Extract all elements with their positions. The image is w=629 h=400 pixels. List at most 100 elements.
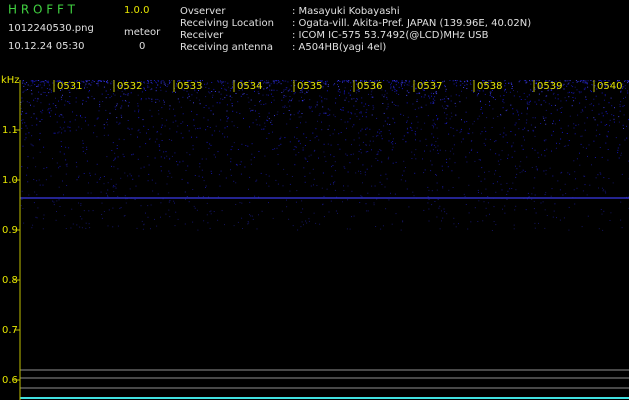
noise-dot bbox=[484, 93, 486, 95]
noise-dot bbox=[590, 90, 592, 92]
noise-dot bbox=[314, 137, 316, 139]
noise-dot bbox=[222, 85, 224, 86]
noise-dot bbox=[46, 167, 48, 169]
noise-dot bbox=[469, 152, 470, 154]
noise-dot bbox=[96, 83, 98, 85]
noise-dot bbox=[155, 90, 157, 92]
noise-dot bbox=[244, 166, 246, 168]
noise-dot bbox=[489, 139, 491, 140]
noise-dot bbox=[574, 97, 576, 99]
noise-dot bbox=[402, 220, 404, 222]
noise-dot bbox=[63, 127, 65, 129]
noise-dot bbox=[112, 186, 114, 188]
noise-dot bbox=[185, 198, 186, 200]
noise-dot bbox=[627, 82, 628, 84]
noise-dot bbox=[534, 194, 536, 196]
noise-dot bbox=[511, 85, 513, 87]
noise-dot bbox=[453, 144, 455, 146]
noise-dot bbox=[487, 196, 489, 197]
noise-dot bbox=[294, 136, 295, 138]
noise-dot bbox=[101, 214, 103, 215]
noise-dot bbox=[161, 124, 163, 126]
noise-dot bbox=[208, 87, 210, 89]
noise-dot bbox=[291, 90, 293, 92]
noise-dot bbox=[565, 100, 567, 102]
noise-dot bbox=[446, 213, 448, 215]
noise-dot bbox=[543, 117, 545, 119]
noise-dot bbox=[274, 115, 275, 117]
noise-dot bbox=[33, 105, 35, 107]
noise-dot bbox=[88, 80, 90, 81]
noise-dot bbox=[192, 189, 194, 190]
noise-dot bbox=[516, 168, 518, 170]
noise-dot bbox=[510, 131, 512, 132]
noise-dot bbox=[240, 84, 242, 85]
noise-dot bbox=[449, 158, 451, 160]
noise-dot bbox=[113, 185, 115, 187]
noise-dot bbox=[36, 180, 38, 182]
noise-dot bbox=[567, 92, 569, 94]
noise-dot bbox=[304, 93, 306, 95]
noise-dot bbox=[26, 127, 28, 129]
noise-dot bbox=[99, 106, 101, 108]
noise-dot bbox=[406, 128, 408, 130]
noise-dot bbox=[583, 88, 585, 90]
noise-dot bbox=[337, 212, 338, 214]
noise-dot bbox=[279, 138, 281, 140]
noise-dot bbox=[247, 145, 249, 147]
noise-dot bbox=[530, 124, 532, 126]
noise-dot bbox=[304, 181, 306, 183]
noise-dot bbox=[25, 133, 27, 135]
noise-dot bbox=[130, 134, 132, 136]
noise-dot bbox=[447, 166, 449, 168]
noise-dot bbox=[36, 124, 38, 126]
noise-dot bbox=[80, 115, 81, 116]
noise-dot bbox=[208, 196, 209, 198]
noise-dot bbox=[547, 90, 549, 92]
noise-dot bbox=[32, 157, 34, 159]
noise-dot bbox=[431, 95, 432, 97]
noise-dot bbox=[33, 80, 35, 82]
noise-dot bbox=[37, 98, 39, 100]
noise-dot bbox=[598, 113, 600, 115]
noise-dot bbox=[74, 80, 76, 82]
noise-dot bbox=[106, 82, 108, 83]
noise-dot bbox=[591, 109, 593, 111]
noise-dot bbox=[217, 219, 219, 221]
noise-dot bbox=[534, 88, 536, 90]
noise-dot bbox=[406, 120, 408, 122]
noise-dot bbox=[468, 212, 470, 214]
noise-dot bbox=[231, 121, 233, 123]
noise-dot bbox=[82, 142, 84, 144]
noise-dot bbox=[165, 213, 167, 215]
noise-dot bbox=[499, 95, 501, 97]
noise-dot bbox=[349, 94, 351, 96]
noise-dot bbox=[168, 192, 170, 194]
noise-dot bbox=[352, 81, 354, 83]
noise-dot bbox=[272, 80, 274, 82]
noise-dot bbox=[371, 149, 372, 151]
noise-dot bbox=[66, 185, 68, 186]
noise-dot bbox=[337, 80, 339, 81]
noise-dot bbox=[446, 122, 447, 124]
noise-dot bbox=[147, 156, 149, 157]
noise-dot bbox=[575, 124, 577, 126]
noise-dot bbox=[316, 135, 318, 137]
noise-dot bbox=[57, 80, 59, 82]
noise-dot bbox=[155, 87, 157, 89]
noise-dot bbox=[494, 99, 496, 100]
noise-dot bbox=[145, 212, 146, 214]
noise-dot bbox=[477, 94, 479, 95]
noise-dot bbox=[461, 141, 462, 143]
noise-dot bbox=[428, 198, 430, 200]
noise-dot bbox=[375, 80, 377, 82]
noise-dot bbox=[66, 165, 68, 167]
noise-dot bbox=[187, 80, 189, 82]
noise-dot bbox=[348, 80, 350, 82]
noise-dot bbox=[190, 87, 192, 89]
noise-dot bbox=[235, 204, 237, 205]
noise-dot bbox=[215, 125, 217, 127]
noise-dot bbox=[265, 82, 267, 84]
noise-dot bbox=[162, 80, 164, 82]
noise-dot bbox=[187, 125, 188, 127]
